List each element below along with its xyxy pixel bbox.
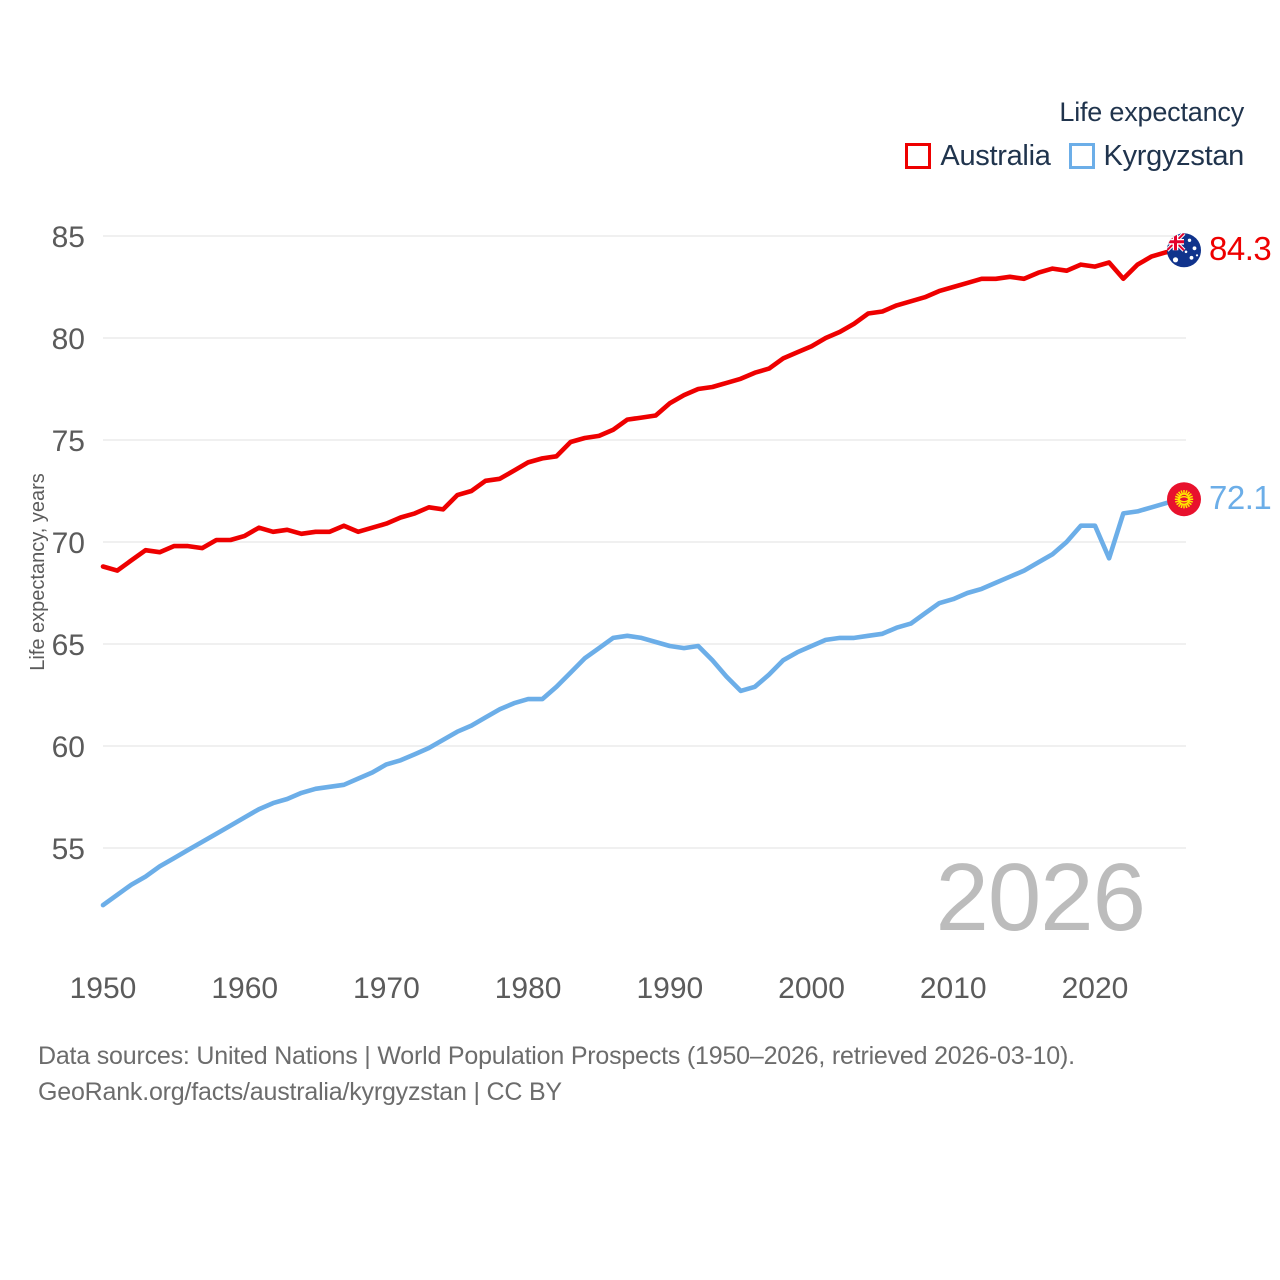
x-axis-ticks: 1950 1960 1970 1980 1990 2000 2010 2020 [70, 972, 1129, 1000]
legend-title: Life expectancy [1059, 97, 1244, 127]
kyrgyzstan-flag-icon [1167, 482, 1201, 517]
legend-label-australia: Australia [940, 139, 1051, 172]
x-tick-label: 1950 [70, 972, 137, 1000]
kyrgyzstan-end-value: 72.1 [1209, 479, 1271, 516]
y-tick-label: 85 [52, 221, 85, 254]
chart-legend: Life expectancy Australia Kyrgyzstan [905, 96, 1244, 173]
australia-flag-icon [1167, 233, 1201, 268]
footer-line-2: GeoRank.org/facts/australia/kyrgyzstan |… [38, 1078, 562, 1107]
watermark-year: 2026 [935, 844, 1145, 951]
gridlines [103, 235, 1186, 849]
series-lines [100, 248, 1183, 908]
x-tick-label: 1970 [353, 972, 420, 1000]
x-tick-label: 1980 [495, 972, 562, 1000]
line-chart: 55 60 65 70 75 80 85 1950 1960 1970 1980 1990 2000 2… [27, 221, 1272, 1000]
legend-item-kyrgyzstan[interactable]: Kyrgyzstan [1068, 139, 1245, 173]
plot-area: 55 60 65 70 75 80 85 1950 1960 1970 1980 1990 2000 2… [27, 221, 1272, 1000]
legend-items: Australia Kyrgyzstan [905, 140, 1244, 173]
australia-end-marker[interactable]: 84.3 [1167, 230, 1272, 268]
y-axis-title: Life expectancy, years [27, 473, 49, 671]
y-tick-label: 75 [52, 425, 85, 458]
series-line-kyrgyzstan [100, 496, 1183, 908]
x-tick-label: 2020 [1062, 972, 1129, 1000]
series-line-australia [100, 248, 1183, 573]
x-tick-label: 1960 [211, 972, 278, 1000]
legend-item-australia[interactable]: Australia [905, 139, 1051, 173]
x-tick-label: 2010 [920, 972, 987, 1000]
y-axis-ticks: 55 60 65 70 75 80 85 [52, 221, 85, 866]
kyrgyzstan-end-marker[interactable]: 72.1 [1167, 479, 1272, 517]
legend-swatch-kyrgyzstan [1068, 143, 1095, 170]
y-tick-label: 65 [52, 629, 85, 662]
x-tick-label: 2000 [778, 972, 845, 1000]
y-tick-label: 70 [52, 527, 85, 560]
y-tick-label: 55 [52, 833, 85, 866]
australia-end-value: 84.3 [1209, 230, 1271, 267]
legend-label-kyrgyzstan: Kyrgyzstan [1103, 139, 1245, 172]
footer-line-1: Data sources: United Nations | World Pop… [38, 1042, 1075, 1070]
y-tick-label: 60 [52, 731, 85, 764]
x-tick-label: 1990 [636, 972, 703, 1000]
y-tick-label: 80 [52, 323, 85, 356]
legend-swatch-australia [905, 143, 932, 170]
footer-sources: Data sources: United Nations | World Pop… [38, 1038, 1238, 1111]
